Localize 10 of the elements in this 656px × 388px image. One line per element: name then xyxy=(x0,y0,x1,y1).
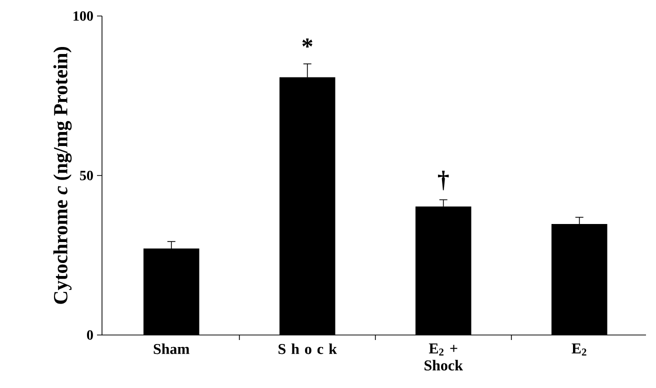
annotation: * xyxy=(302,38,312,48)
y-tick-label: 100 xyxy=(74,11,93,21)
x-tick-label: Sham xyxy=(154,344,190,354)
y-tick-label: 0 xyxy=(87,330,93,340)
annotation: † xyxy=(438,170,449,190)
x-tick-label: E$_{2}$ xyxy=(572,344,586,356)
x-tick-label: S h o c k xyxy=(278,344,337,354)
y-tick-label: 50 xyxy=(80,170,93,180)
y-axis-title: Cytochrome c (ng/mg Protein) xyxy=(53,47,72,304)
x-tick-label: E$_{2}$ + Shock xyxy=(424,344,463,370)
